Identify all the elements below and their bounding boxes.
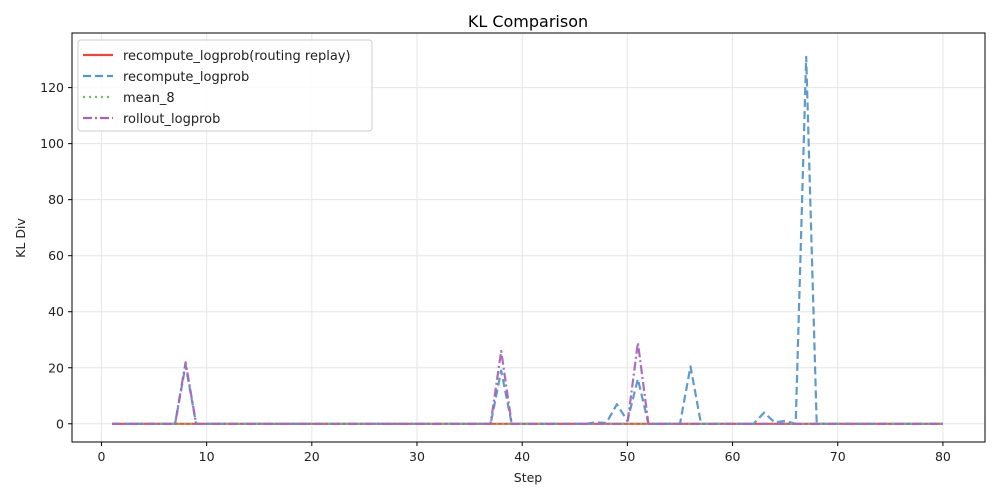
y-tick-label: 100: [40, 136, 64, 151]
plot-frame: [71, 32, 986, 443]
y-tick-label: 20: [48, 360, 64, 375]
y-tick-label: 0: [56, 416, 64, 431]
x-tick-label: 60: [725, 449, 741, 464]
x-tick-label: 50: [619, 449, 635, 464]
data-series: [112, 55, 943, 425]
legend-box: [77, 39, 373, 132]
x-axis-ticks: 0 10 20 30 40 50 60 70 80: [97, 442, 951, 464]
y-tick-label: 120: [40, 80, 64, 95]
x-axis-label: Step: [514, 470, 543, 485]
legend-label-mean-8: mean_8: [123, 91, 175, 106]
legend-label-recompute: recompute_logprob: [123, 70, 249, 85]
series-line-rollout-logprob: [112, 341, 943, 425]
x-tick-label: 80: [935, 449, 951, 464]
legend: recompute_logprob(routing replay) recomp…: [77, 39, 373, 132]
y-tick-label: 60: [48, 248, 64, 263]
y-tick-label: 80: [48, 192, 64, 207]
y-tick-label: 40: [48, 304, 64, 319]
x-tick-label: 40: [514, 449, 530, 464]
x-tick-label: 70: [830, 449, 846, 464]
y-axis-label: KL Div: [13, 218, 28, 258]
x-tick-label: 20: [304, 449, 320, 464]
chart-title: KL Comparison: [468, 12, 588, 31]
x-tick-label: 10: [199, 449, 215, 464]
legend-label-routing-replay: recompute_logprob(routing replay): [123, 49, 351, 64]
legend-label-rollout: rollout_logprob: [123, 112, 220, 127]
y-axis-ticks: 0 20 40 60 80 100 120: [40, 80, 72, 431]
x-tick-label: 0: [97, 449, 105, 464]
x-tick-label: 30: [409, 449, 425, 464]
